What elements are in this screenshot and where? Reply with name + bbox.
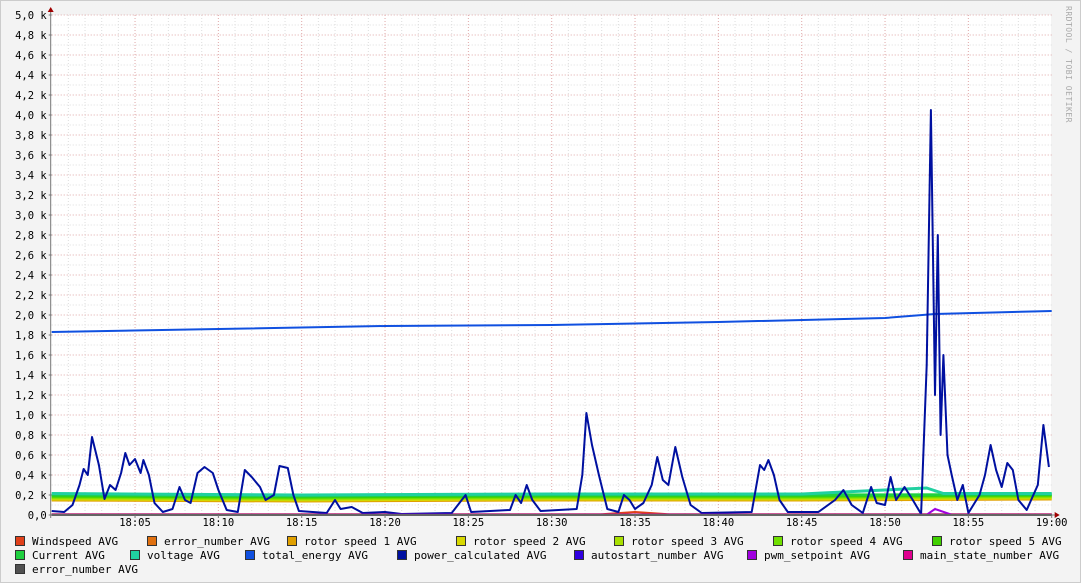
y-tick-label: 0,6 k bbox=[15, 450, 47, 462]
legend-label: total_energy AVG bbox=[262, 549, 368, 562]
legend-swatch bbox=[397, 550, 407, 560]
y-tick-label: 0,2 k bbox=[15, 490, 47, 502]
y-axis-arrow-icon bbox=[47, 7, 54, 12]
legend-item: rotor speed 3 AVG bbox=[614, 535, 744, 548]
legend-item: voltage AVG bbox=[130, 549, 220, 562]
legend-item: power_calculated AVG bbox=[397, 549, 546, 562]
legend-label: autostart_number AVG bbox=[591, 549, 724, 562]
y-tick-label: 3,2 k bbox=[15, 190, 47, 202]
y-tick-label: 1,6 k bbox=[15, 350, 47, 362]
legend-label: rotor speed 5 AVG bbox=[949, 535, 1062, 548]
y-tick-label: 1,4 k bbox=[15, 370, 47, 382]
y-tick-label: 4,4 k bbox=[15, 70, 47, 82]
x-tick-label: 18:10 bbox=[203, 517, 235, 529]
grid bbox=[51, 14, 1052, 515]
legend-swatch bbox=[15, 550, 25, 560]
legend-label: error_number AVG bbox=[32, 563, 138, 576]
series-line-power-calculated-avg bbox=[51, 109, 1050, 515]
x-tick-label: 18:25 bbox=[453, 517, 485, 529]
y-tick-label: 0,8 k bbox=[15, 430, 47, 442]
x-axis-arrow-icon bbox=[1054, 512, 1060, 518]
x-tick-label: 18:30 bbox=[536, 517, 568, 529]
y-tick-label: 4,6 k bbox=[15, 50, 47, 62]
legend-swatch bbox=[574, 550, 584, 560]
x-tick-label: 18:55 bbox=[953, 517, 985, 529]
y-tick-label: 2,0 k bbox=[15, 310, 47, 322]
legend-swatch bbox=[456, 536, 466, 546]
legend-label: pwm_setpoint AVG bbox=[764, 549, 870, 562]
legend-label: rotor speed 1 AVG bbox=[304, 535, 417, 548]
y-tick-label: 2,4 k bbox=[15, 270, 47, 282]
legend-label: voltage AVG bbox=[147, 549, 220, 562]
legend-item: rotor speed 5 AVG bbox=[932, 535, 1062, 548]
y-tick-label: 3,4 k bbox=[15, 170, 47, 182]
y-tick-label: 1,0 k bbox=[15, 410, 47, 422]
y-tick-label: 5,0 k bbox=[15, 10, 47, 22]
y-tick-label: 4,8 k bbox=[15, 30, 47, 42]
legend-item: main_state_number AVG bbox=[903, 549, 1059, 562]
legend-item: rotor speed 4 AVG bbox=[773, 535, 903, 548]
legend-item: error_number AVG bbox=[147, 535, 270, 548]
legend-swatch bbox=[614, 536, 624, 546]
x-tick-label: 18:40 bbox=[703, 517, 735, 529]
tick-labels: 0,0 0,2 k 0,4 k 0,6 k 0,8 k 1,0 k 1,2 k 1,4 k 1,… bbox=[15, 10, 1067, 529]
legend-swatch bbox=[147, 536, 157, 546]
legend-swatch bbox=[245, 550, 255, 560]
y-tick-label: 1,2 k bbox=[15, 390, 47, 402]
legend-label: rotor speed 3 AVG bbox=[631, 535, 744, 548]
legend-swatch bbox=[773, 536, 783, 546]
legend-item: pwm_setpoint AVG bbox=[747, 549, 870, 562]
y-tick-label: 0,4 k bbox=[15, 470, 47, 482]
legend-item: total_energy AVG bbox=[245, 549, 368, 562]
legend-label: rotor speed 4 AVG bbox=[790, 535, 903, 548]
x-tick-label: 18:50 bbox=[869, 517, 901, 529]
legend-item: error_number AVG bbox=[15, 563, 138, 576]
y-tick-label: 2,8 k bbox=[15, 230, 47, 242]
y-tick-label: 3,8 k bbox=[15, 130, 47, 142]
x-tick-label: 18:20 bbox=[369, 517, 401, 529]
legend-item: rotor speed 2 AVG bbox=[456, 535, 586, 548]
series-line-voltage-avg bbox=[51, 486, 1052, 497]
y-tick-label: 3,0 k bbox=[15, 210, 47, 222]
y-tick-label: 4,2 k bbox=[15, 90, 47, 102]
legend-swatch bbox=[903, 550, 913, 560]
x-tick-label: 18:35 bbox=[619, 517, 651, 529]
legend-swatch bbox=[747, 550, 757, 560]
legend-item: Current AVG bbox=[15, 549, 105, 562]
legend-label: main_state_number AVG bbox=[920, 549, 1060, 562]
legend-swatch bbox=[932, 536, 942, 546]
legend-item: autostart_number AVG bbox=[574, 549, 723, 562]
y-tick-label: 1,8 k bbox=[15, 330, 47, 342]
legend-swatch bbox=[15, 564, 25, 574]
y-tick-label: 4,0 k bbox=[15, 110, 47, 122]
x-tick-label: 18:15 bbox=[286, 517, 318, 529]
legend-label: Current AVG bbox=[32, 549, 105, 562]
y-tick-label: 2,6 k bbox=[15, 250, 47, 262]
legend-label: Windspeed AVG bbox=[32, 535, 119, 548]
y-tick-label: 0,0 bbox=[28, 510, 47, 522]
legend-label: error_number AVG bbox=[164, 535, 270, 548]
watermark: RRDTOOL / TOBI OETIKER bbox=[1064, 6, 1073, 123]
legend-swatch bbox=[15, 536, 25, 546]
legend-item: Windspeed AVG bbox=[15, 535, 118, 548]
legend-label: power_calculated AVG bbox=[414, 549, 547, 562]
y-tick-label: 2,2 k bbox=[15, 290, 47, 302]
x-tick-label: 19:00 bbox=[1036, 517, 1068, 529]
y-tick-label: 3,6 k bbox=[15, 150, 47, 162]
legend-label: rotor speed 2 AVG bbox=[473, 535, 586, 548]
legend-swatch bbox=[130, 550, 140, 560]
legend-swatch bbox=[287, 536, 297, 546]
legend-item: rotor speed 1 AVG bbox=[287, 535, 417, 548]
x-tick-label: 18:45 bbox=[786, 517, 818, 529]
x-tick-label: 18:05 bbox=[119, 517, 151, 529]
